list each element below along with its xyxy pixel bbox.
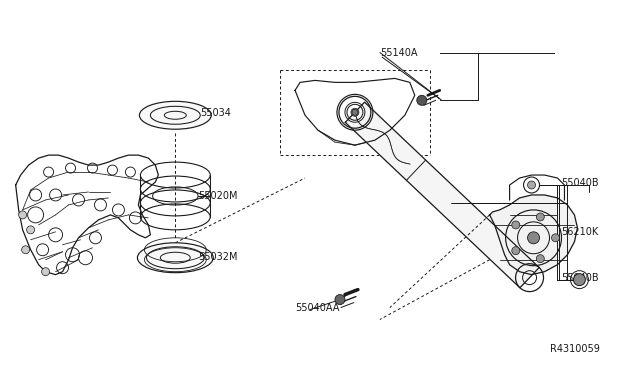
Circle shape: [512, 221, 520, 229]
Circle shape: [22, 246, 29, 254]
Circle shape: [27, 226, 35, 234]
Circle shape: [536, 255, 544, 263]
Circle shape: [527, 232, 540, 244]
Text: 55020M: 55020M: [198, 191, 238, 201]
Ellipse shape: [140, 101, 211, 129]
Polygon shape: [346, 102, 539, 288]
Text: 55040B: 55040B: [561, 273, 599, 283]
Text: 56210K: 56210K: [561, 227, 599, 237]
Ellipse shape: [138, 243, 213, 273]
Text: 55040AA: 55040AA: [295, 302, 339, 312]
Circle shape: [552, 234, 559, 242]
Text: 55040B: 55040B: [561, 178, 599, 188]
Circle shape: [417, 95, 427, 105]
Circle shape: [512, 247, 520, 255]
Circle shape: [42, 268, 49, 276]
Circle shape: [573, 274, 586, 286]
Circle shape: [527, 181, 536, 189]
Polygon shape: [490, 195, 577, 275]
Circle shape: [536, 213, 544, 221]
Circle shape: [351, 108, 359, 116]
Text: 55140A: 55140A: [380, 48, 417, 58]
Text: R4310059: R4310059: [550, 344, 600, 355]
Text: 55034: 55034: [200, 108, 231, 118]
Circle shape: [352, 109, 358, 115]
Circle shape: [19, 211, 27, 219]
Text: 55032M: 55032M: [198, 252, 238, 262]
Circle shape: [335, 295, 345, 305]
